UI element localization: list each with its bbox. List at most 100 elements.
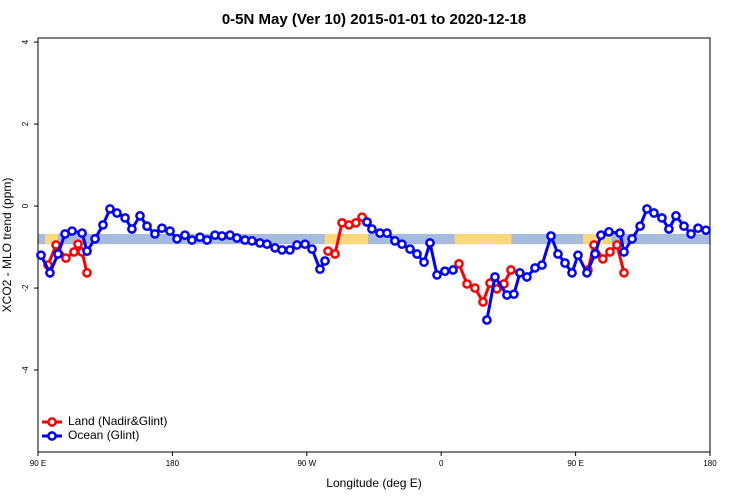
data-point (397, 239, 407, 250)
data-point (462, 279, 472, 289)
data-point (615, 228, 625, 238)
data-point (330, 249, 340, 259)
data-point (482, 315, 492, 325)
data-point (419, 257, 429, 268)
data-point (604, 227, 614, 237)
data-point (649, 208, 659, 218)
chart-title: 0-5N May (Ver 10) 2015-01-01 to 2020-12-… (222, 11, 526, 28)
data-point (142, 221, 152, 231)
legend-label: Land (Nadir&Glint) (68, 414, 167, 428)
data-point (642, 204, 652, 214)
data-point (598, 254, 608, 264)
data-point (285, 245, 295, 255)
data-point (470, 283, 480, 293)
data-point (671, 211, 681, 221)
data-point (515, 268, 525, 278)
data-point (82, 268, 92, 278)
data-point (686, 229, 696, 239)
data-point (582, 268, 592, 278)
data-point (478, 297, 488, 307)
x-tick-label: 180 (703, 459, 717, 468)
y-axis-label: XCO2 - MLO trend (ppm) (0, 178, 14, 313)
y-tick-label: 2 (21, 121, 30, 126)
plot-frame (37, 37, 711, 453)
data-point (664, 224, 674, 234)
data-point (67, 226, 77, 236)
data-point (537, 260, 547, 270)
land-band (583, 233, 612, 245)
legend-label: Ocean (Glint) (68, 428, 139, 442)
data-point (112, 208, 122, 218)
data-point (432, 270, 442, 280)
legend-marker (47, 417, 57, 427)
data-point (454, 259, 464, 269)
data-point (567, 268, 577, 278)
land-band (45, 233, 59, 245)
legend-marker (47, 431, 57, 441)
data-point (657, 213, 667, 223)
x-tick-label: 90 E (30, 459, 46, 468)
data-point (546, 231, 556, 241)
data-point (412, 249, 422, 259)
x-tick-label: 90 W (297, 459, 316, 468)
data-point (300, 239, 310, 250)
data-point (247, 236, 257, 246)
data-point (619, 247, 629, 257)
data-point (315, 264, 325, 275)
data-point (590, 249, 600, 259)
data-point (69, 247, 79, 257)
data-point (165, 226, 175, 236)
data-point (573, 250, 583, 261)
data-point (627, 234, 637, 244)
data-point (202, 235, 212, 245)
data-point (693, 223, 703, 234)
data-point (405, 244, 415, 254)
data-point (307, 244, 317, 254)
data-point (362, 217, 372, 227)
data-point (367, 224, 377, 234)
data-point (277, 245, 287, 255)
x-axis-label: Longitude (deg E) (326, 476, 421, 490)
data-point (180, 230, 190, 241)
data-point (53, 249, 63, 259)
data-point (292, 240, 302, 250)
data-point (490, 272, 500, 282)
data-point (351, 218, 361, 228)
data-point (509, 289, 519, 300)
data-point (217, 231, 227, 241)
data-point (522, 272, 532, 282)
data-point (157, 223, 167, 234)
data-point (262, 239, 272, 250)
data-point (679, 221, 689, 231)
data-point (36, 250, 46, 261)
x-tick-label: 180 (166, 459, 180, 468)
data-point (135, 211, 145, 221)
data-point (105, 204, 115, 214)
data-point (382, 228, 392, 238)
data-point (51, 240, 61, 250)
data-point (560, 258, 570, 268)
data-point (61, 253, 71, 263)
data-point (425, 238, 435, 248)
data-point (82, 246, 92, 256)
data-point (187, 235, 197, 245)
data-point (150, 229, 160, 239)
data-point (506, 265, 516, 275)
y-tick-label: -4 (21, 366, 30, 374)
y-tick-label: -2 (21, 284, 30, 292)
x-tick-label: 0 (439, 459, 444, 468)
data-point (605, 247, 615, 257)
data-point (635, 221, 645, 231)
data-point (120, 213, 130, 223)
data-point (98, 220, 108, 230)
data-point (596, 230, 606, 241)
land-band (324, 233, 369, 245)
data-point (612, 240, 622, 250)
land-band (454, 233, 512, 245)
data-point (90, 234, 100, 244)
data-point (448, 265, 458, 275)
data-point (172, 234, 182, 244)
data-point (553, 249, 563, 259)
data-point (619, 268, 629, 278)
